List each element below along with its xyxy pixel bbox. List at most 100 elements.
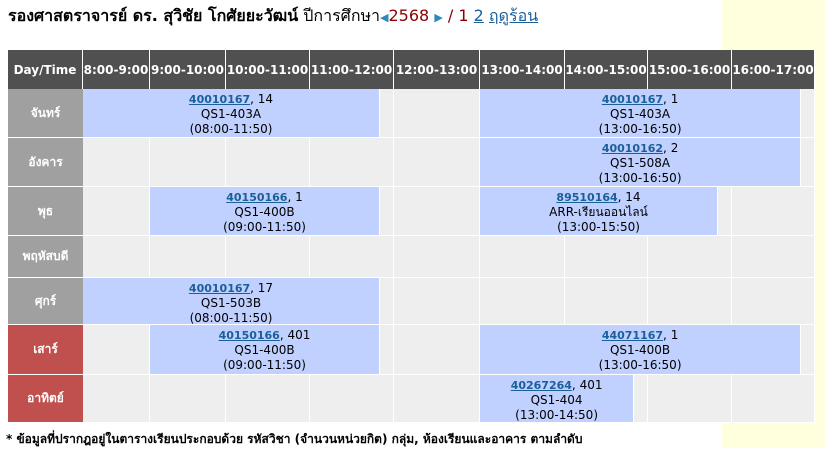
instructor-name: รองศาสตราจารย์ ดร. สุวิชัย โกศัยยะวัฒน์ <box>8 6 299 25</box>
class-block: 40150166, 401 QS1-400B (09:00-11:50) <box>150 325 380 375</box>
next-year-icon[interactable]: ▶ <box>434 11 443 24</box>
empty-cell <box>394 375 480 423</box>
group: 17 <box>257 281 274 295</box>
empty-cell <box>394 236 480 278</box>
empty-cell <box>394 89 480 138</box>
time-range: (09:00-11:50) <box>223 220 306 234</box>
course-line: 89510164, 14 <box>556 190 641 204</box>
group: 2 <box>670 141 679 155</box>
group: 14 <box>625 190 641 204</box>
day-label: พฤหัสบดี <box>8 236 83 278</box>
course-line: 44071167, 1 <box>601 328 679 342</box>
empty-cell <box>226 138 310 187</box>
time-range: (08:00-11:50) <box>189 311 273 325</box>
time-range: (09:00-11:50) <box>223 358 306 372</box>
empty-cell <box>732 278 815 325</box>
time-range: (13:00-15:50) <box>557 220 640 234</box>
day-label: เสาร์ <box>8 325 83 375</box>
class-block: 44071167, 1 QS1-400B (13:00-16:50) <box>480 325 802 375</box>
time-slot-header: 12:00-13:00 <box>394 50 480 89</box>
time-range: (13:00-16:50) <box>598 358 682 372</box>
course-code-link[interactable]: 40150166 <box>226 191 288 204</box>
empty-cell <box>83 187 150 236</box>
group: 401 <box>287 328 311 342</box>
empty-cell <box>83 325 150 375</box>
course-code-link[interactable]: 89510164 <box>556 191 618 204</box>
time-range: (08:00-11:50) <box>189 122 273 136</box>
summer-link[interactable]: ฤดูร้อน <box>488 6 539 25</box>
prev-year-icon[interactable]: ◀ <box>380 11 389 24</box>
empty-cell <box>480 278 565 325</box>
time-slot-header: 14:00-15:00 <box>565 50 648 89</box>
empty-cell <box>394 138 480 187</box>
course-code-link[interactable]: 44071167 <box>601 329 664 342</box>
room: QS1-508A <box>610 156 671 170</box>
empty-cell <box>480 236 565 278</box>
class-block: 40150166, 1 QS1-400B (09:00-11:50) <box>150 187 380 236</box>
time-range: (13:00-14:50) <box>515 408 598 422</box>
current-semester: 1 <box>458 6 469 25</box>
empty-cell <box>83 138 150 187</box>
group: 14 <box>257 92 274 106</box>
time-slot-header: 10:00-11:00 <box>226 50 310 89</box>
time-slot-header: 16:00-17:00 <box>732 50 815 89</box>
empty-cell <box>648 375 732 423</box>
course-code-link[interactable]: 40267264 <box>510 379 572 392</box>
empty-cell <box>226 236 310 278</box>
empty-cell <box>565 278 648 325</box>
empty-cell <box>565 236 648 278</box>
course-code-link[interactable]: 40010167 <box>188 282 251 295</box>
room: QS1-400B <box>234 205 295 219</box>
course-code-link[interactable]: 40010162 <box>601 142 664 155</box>
course-line: 40010162, 2 <box>601 141 679 155</box>
time-range: (13:00-16:50) <box>598 122 682 136</box>
room: QS1-400B <box>609 343 671 357</box>
separator: / <box>447 6 454 25</box>
course-line: 40010167, 1 <box>601 92 679 106</box>
room: QS1-503B <box>200 296 262 310</box>
footnote: * ข้อมูลที่ปรากฎอยู่ในตารางเรียนประกอบด้… <box>6 432 583 446</box>
group: 1 <box>670 328 679 342</box>
header-corner: Day/Time <box>8 50 83 89</box>
class-block: 40010167, 14 QS1-403A (08:00-11:50) <box>83 89 380 138</box>
time-slot-header: 13:00-14:00 <box>480 50 565 89</box>
day-label: พุธ <box>8 187 83 236</box>
year-label: ปีการศึกษา <box>303 6 381 25</box>
class-block: 89510164, 14 ARR-เรียนออนไลน์ (13:00-15:50… <box>480 187 718 236</box>
empty-cell <box>394 187 480 236</box>
course-line: 40150166, 401 <box>218 328 311 342</box>
group: 401 <box>579 378 603 392</box>
course-line: 40010167, 17 <box>188 281 274 295</box>
empty-cell <box>394 278 480 325</box>
class-block: 40267264, 401 QS1-404 (13:00-14:50) <box>480 375 635 423</box>
empty-cell <box>83 236 150 278</box>
empty-cell <box>310 375 394 423</box>
empty-cell <box>310 236 394 278</box>
day-label: ศุกร์ <box>8 278 83 325</box>
room: QS1-404 <box>530 393 583 407</box>
empty-cell <box>648 236 732 278</box>
room: QS1-403A <box>610 107 671 121</box>
group: 1 <box>670 92 679 106</box>
time-range: (13:00-16:50) <box>598 171 682 185</box>
class-block: 40010162, 2 QS1-508A (13:00-16:50) <box>480 138 802 187</box>
empty-cell <box>732 187 815 236</box>
room: QS1-403A <box>200 107 262 121</box>
empty-cell <box>150 375 226 423</box>
room: QS1-400B <box>234 343 295 357</box>
course-code-link[interactable]: 40010167 <box>601 93 664 106</box>
time-slot-header: 15:00-16:00 <box>648 50 732 89</box>
course-line: 40267264, 401 <box>510 378 603 392</box>
empty-cell <box>732 236 815 278</box>
course-code-link[interactable]: 40010167 <box>188 93 251 106</box>
empty-cell <box>732 375 815 423</box>
time-slot-header: 11:00-12:00 <box>310 50 394 89</box>
semester-2-link[interactable]: 2 <box>473 6 484 25</box>
empty-cell <box>394 325 480 375</box>
empty-cell <box>150 138 226 187</box>
course-line: 40010167, 14 <box>188 92 274 106</box>
page-title: รองศาสตราจารย์ ดร. สุวิชัย โกศัยยะวัฒน์ … <box>8 4 538 29</box>
course-code-link[interactable]: 40150166 <box>218 329 280 342</box>
group: 1 <box>295 190 303 204</box>
empty-cell <box>310 138 394 187</box>
